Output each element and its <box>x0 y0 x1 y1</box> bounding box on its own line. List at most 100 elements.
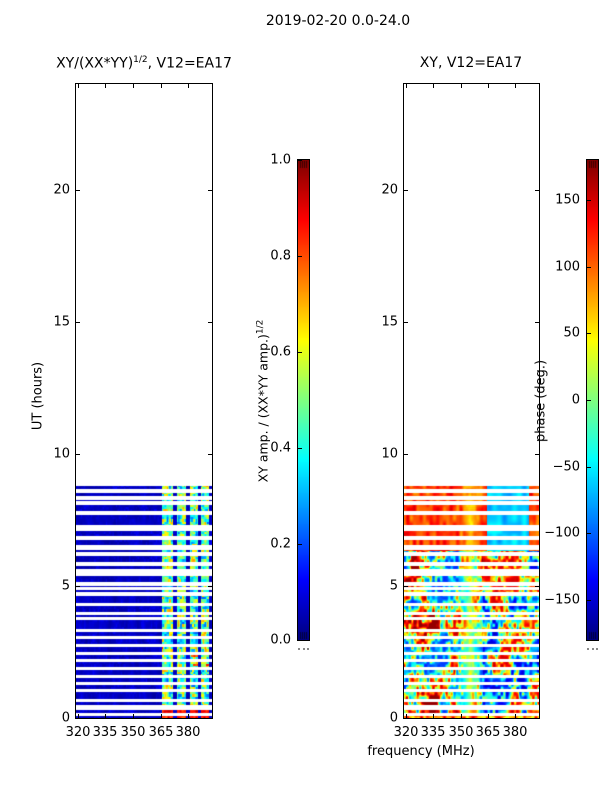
x-axis-label: frequency (MHz) <box>367 744 475 759</box>
phase-colorbar-label: phase (deg.) <box>533 359 549 443</box>
y-tick <box>76 586 80 587</box>
x-tick <box>105 714 106 718</box>
x-tick <box>105 84 106 88</box>
left-panel-title-suffix: , V12=EA17 <box>147 55 232 72</box>
x-tick <box>515 714 516 718</box>
x-tick-label: 350 <box>448 725 474 740</box>
colorbar-tick <box>298 160 302 161</box>
colorbar-tick <box>298 640 302 641</box>
x-tick-label: 380 <box>175 725 201 740</box>
right-panel-title: XY, V12=EA17 <box>419 55 523 71</box>
x-tick-label: 380 <box>502 725 528 740</box>
colorbar-tick <box>587 267 591 268</box>
right-heatmap-canvas <box>404 84 539 718</box>
amplitude-colorbar-label: XY amp. / (XX*YY amp.)1/2 <box>255 320 270 483</box>
y-tick <box>404 322 408 323</box>
colorbar-tick <box>587 600 591 601</box>
y-tick <box>404 718 408 719</box>
y-tick <box>535 322 539 323</box>
colorbar-tick-label: −50 <box>552 459 580 475</box>
colorbar-tick-label: −100 <box>544 525 580 541</box>
phase-colorbar <box>586 159 599 641</box>
y-tick <box>404 586 408 587</box>
y-tick-label: 10 <box>53 446 70 462</box>
y-tick <box>208 190 212 191</box>
amplitude-colorbar <box>297 159 310 641</box>
x-tick-label: 320 <box>65 725 91 740</box>
y-tick <box>208 718 212 719</box>
colorbar-tick-label: 0.0 <box>270 632 291 648</box>
y-tick-label: 5 <box>61 578 70 594</box>
y-tick <box>535 454 539 455</box>
colorbar-tick-label: 0.8 <box>270 248 291 264</box>
x-tick-label: 320 <box>393 725 419 740</box>
left-heatmap-canvas <box>76 84 212 718</box>
x-tick <box>406 84 407 88</box>
x-tick-label: 365 <box>475 725 501 740</box>
y-tick-label: 20 <box>381 182 398 198</box>
y-tick <box>404 190 408 191</box>
colorbar-tick-label: 100 <box>555 259 580 275</box>
x-tick <box>406 714 407 718</box>
left-panel-title: XY/(XX*YY)1/2, V12=EA17 <box>56 55 232 72</box>
y-tick-label: 0 <box>389 710 398 726</box>
colorbar-tick <box>587 200 591 201</box>
x-tick-label: 350 <box>120 725 146 740</box>
colorbar-tick <box>298 448 302 449</box>
x-tick <box>488 714 489 718</box>
y-tick-label: 15 <box>381 314 398 330</box>
colorbar-tick <box>587 533 591 534</box>
x-tick <box>161 84 162 88</box>
colorbar-tick <box>587 467 591 468</box>
y-tick <box>535 718 539 719</box>
x-tick <box>188 714 189 718</box>
x-tick <box>461 84 462 88</box>
left-panel-title-main: XY/(XX*YY) <box>56 55 134 72</box>
x-tick <box>133 714 134 718</box>
amplitude-colorbar-label-exponent: 1/2 <box>255 319 266 335</box>
colorbar-tick-label: 0.6 <box>270 344 291 360</box>
colorbar-tick-label: 0 <box>571 392 580 408</box>
colorbar-tick <box>298 352 302 353</box>
x-tick <box>78 84 79 88</box>
colorbar-tick-label: 0.4 <box>270 440 291 456</box>
x-tick <box>488 84 489 88</box>
y-tick <box>76 322 80 323</box>
right-heatmap-panel <box>403 83 540 719</box>
figure-title: 2019-02-20 0.0-24.0 <box>265 13 411 29</box>
y-tick <box>76 190 80 191</box>
colorbar-tick <box>587 400 591 401</box>
y-tick <box>404 454 408 455</box>
y-tick <box>535 586 539 587</box>
x-tick <box>433 84 434 88</box>
y-tick-label: 10 <box>381 446 398 462</box>
colorbar-tick-label: −150 <box>544 592 580 608</box>
x-tick <box>78 714 79 718</box>
y-tick-label: 0 <box>61 710 70 726</box>
x-tick-label: 335 <box>420 725 446 740</box>
x-tick <box>133 84 134 88</box>
y-tick <box>208 322 212 323</box>
amplitude-colorbar-extend-dots <box>298 648 309 650</box>
amplitude-colorbar-canvas <box>298 160 309 640</box>
colorbar-tick <box>298 256 302 257</box>
colorbar-tick-label: 1.0 <box>270 152 291 168</box>
y-tick-label: 15 <box>53 314 70 330</box>
x-tick-label: 365 <box>148 725 174 740</box>
y-tick <box>208 586 212 587</box>
left-heatmap-panel <box>75 83 213 719</box>
colorbar-tick <box>298 544 302 545</box>
colorbar-tick-label: 0.2 <box>270 536 291 552</box>
colorbar-tick-label: 50 <box>563 325 580 341</box>
x-tick <box>161 714 162 718</box>
x-tick-label: 335 <box>92 725 118 740</box>
left-panel-title-exponent: 1/2 <box>133 55 148 65</box>
y-tick <box>208 454 212 455</box>
y-axis-label: UT (hours) <box>30 361 46 431</box>
x-tick <box>188 84 189 88</box>
x-tick <box>515 84 516 88</box>
y-tick <box>535 190 539 191</box>
colorbar-tick-label: 150 <box>555 192 580 208</box>
x-tick <box>461 714 462 718</box>
